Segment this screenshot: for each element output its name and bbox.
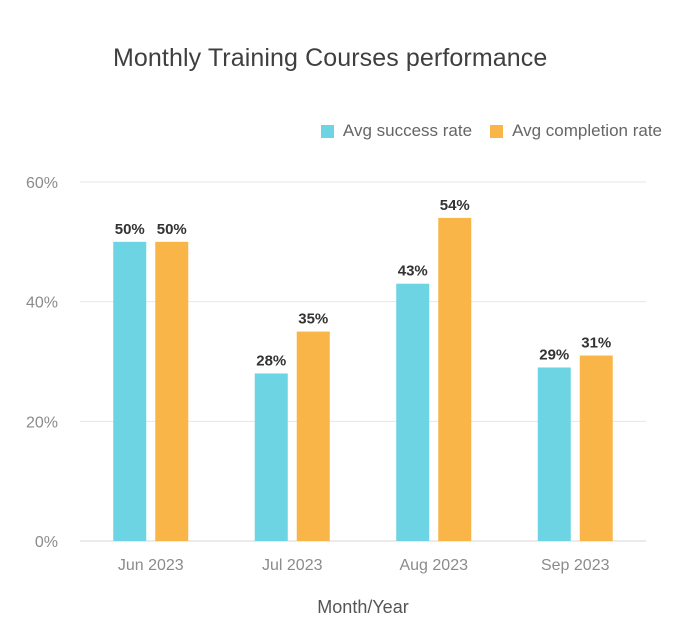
bar-success-rate[interactable]	[113, 241, 147, 542]
data-label-success-rate: 43%	[398, 263, 428, 280]
y-tick-label: 40%	[26, 295, 58, 312]
x-tick-label: Sep 2023	[541, 557, 610, 574]
legend-label-success-rate: Avg success rate	[342, 121, 473, 140]
legend-label-completion-rate: Avg completion rate	[512, 121, 662, 140]
y-tick-label: 20%	[26, 414, 58, 431]
bar-success-rate[interactable]	[537, 367, 571, 541]
bar-labels-group: 50% 50% 28% 35% 43% 54% 29% 31%	[115, 197, 612, 370]
data-label-success-rate: 28%	[256, 352, 286, 369]
bar-completion-rate[interactable]	[296, 331, 330, 541]
bar-completion-rate[interactable]	[155, 241, 189, 542]
x-axis-ticks: Jun 2023 Jul 2023 Aug 2023 Sep 2023	[118, 557, 610, 574]
data-label-completion-rate: 31%	[581, 335, 611, 352]
legend-item-success-rate[interactable]: Avg success rate	[320, 121, 473, 141]
bars-group	[113, 217, 613, 542]
bar-completion-rate[interactable]	[579, 355, 613, 541]
data-label-success-rate: 50%	[115, 221, 145, 238]
legend-item-completion-rate[interactable]: Avg completion rate	[490, 121, 662, 141]
y-axis-ticks: 0% 20% 40% 60%	[26, 175, 58, 551]
x-tick-label: Jun 2023	[118, 557, 184, 574]
x-axis-title: Month/Year	[317, 597, 408, 617]
y-tick-label: 60%	[26, 175, 58, 192]
data-label-completion-rate: 54%	[440, 197, 470, 214]
legend-swatch-completion-rate	[490, 124, 504, 138]
bar-success-rate[interactable]	[396, 283, 430, 541]
bar-completion-rate[interactable]	[438, 217, 472, 541]
x-tick-label: Jul 2023	[262, 557, 323, 574]
chart-title: Monthly Training Courses performance	[113, 44, 548, 72]
data-label-completion-rate: 50%	[157, 221, 187, 238]
legend-swatch-success-rate	[320, 124, 334, 138]
bar-success-rate[interactable]	[254, 373, 288, 541]
y-tick-label: 0%	[35, 534, 58, 551]
x-tick-label: Aug 2023	[399, 557, 468, 574]
data-label-completion-rate: 35%	[298, 311, 328, 328]
data-label-success-rate: 29%	[539, 346, 569, 363]
chart-legend: Avg success rate Avg completion rate	[320, 121, 662, 141]
